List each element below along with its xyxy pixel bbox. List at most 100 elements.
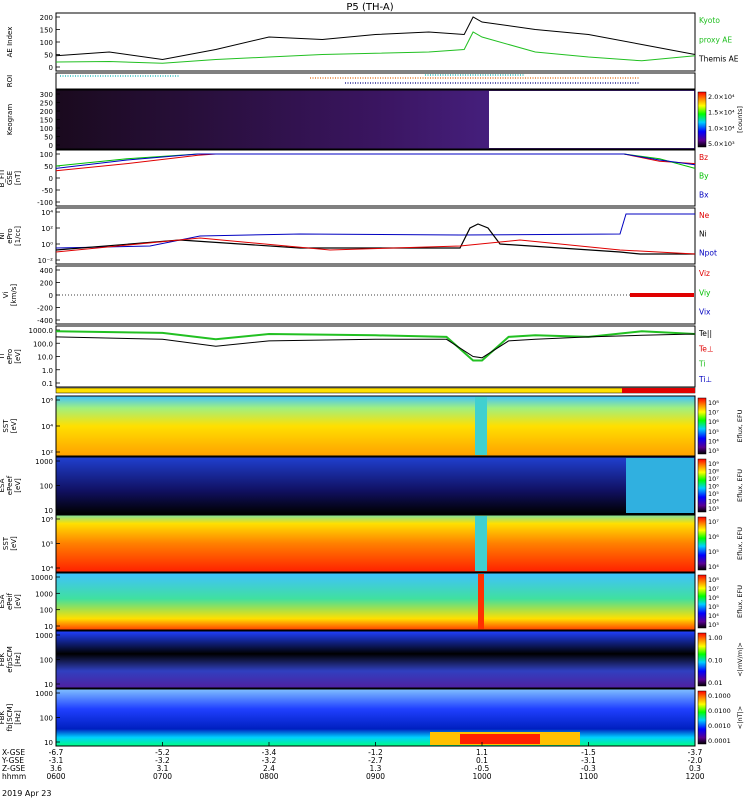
- ytick-label: 10⁴: [41, 565, 53, 573]
- ytick-label: 10⁻²: [38, 257, 54, 265]
- ylabel-ae: AE Index: [6, 27, 14, 58]
- legend-ni-1: Ni: [699, 230, 707, 239]
- ytick-label: 300: [40, 91, 53, 99]
- ylabel-keogram: Keogram: [6, 104, 14, 135]
- ytick-label: 1000: [35, 690, 53, 698]
- colorbar-unit: <|nT|>: [736, 706, 744, 729]
- colorbar-tick: 10⁹: [708, 460, 719, 468]
- ytick-label: 10²: [41, 449, 53, 457]
- xaxis-tick-label: 1000: [472, 772, 491, 781]
- panel-ni: NiePro[1/cc] 10⁴ 10² 10⁰ 10⁻² Ne Ni Npot: [0, 207, 717, 265]
- xaxis-tick-label: 2.4: [263, 764, 275, 773]
- xaxis-tick-label: 0.1: [476, 756, 488, 765]
- colorbar-fbk_e: [697, 632, 707, 687]
- xaxis-tick-label: -5.2: [155, 748, 170, 757]
- colorbar-tick: 5.0×10³: [708, 140, 735, 148]
- xaxis-row-label: X-GSE: [2, 748, 25, 757]
- ylabel-fbk_b: FBKfb[SCM][Hz]: [0, 703, 22, 731]
- xaxis-tick-label: 0800: [259, 772, 278, 781]
- colorbar-sst_i: [697, 516, 707, 571]
- legend-ti-0: Te||: [698, 329, 712, 338]
- ylabel-fbk_e: FBKefpSCM[Hz]: [0, 646, 22, 673]
- ytick-label: 10: [44, 623, 53, 631]
- panel-frame: [55, 265, 696, 325]
- ytick-label: 10000: [31, 574, 53, 582]
- colorbar-unit: [counts]: [736, 106, 744, 133]
- ylabel-sst_i: SST[eV]: [2, 536, 18, 551]
- panel-esa_e: ESAePeef[eV] 1000 100 10 10⁹10⁸10⁷10⁶10⁵10⁴1…: [0, 456, 744, 515]
- ytick-label: 200: [40, 14, 53, 22]
- legend-ti-2: Ti: [698, 360, 705, 369]
- panel-frame: [55, 688, 696, 747]
- x-axis: X-GSEY-GSEZ-GSEhhmm-6.7-3.13.60600-5.2-3…: [1, 742, 705, 781]
- ytick-label: 50: [44, 52, 53, 60]
- keogram-no-data: [489, 91, 694, 148]
- ytick-label: 100: [40, 151, 53, 159]
- legend-bfit-2: Bx: [699, 190, 709, 199]
- colorbar-tick: 0.01: [708, 679, 722, 687]
- colorbar-tick: 10⁸: [708, 576, 719, 584]
- ytick-label: 0: [49, 64, 53, 72]
- ytick-label: 400: [40, 267, 53, 275]
- xaxis-tick-label: -3.4: [262, 748, 277, 757]
- panel-sst_i: SST[eV] 10⁶ 10⁵ 10⁴ 10⁷ 10⁶ 10⁵ 10⁴ Eflux, EFU: [2, 514, 744, 573]
- ytick-label: 10⁰: [41, 241, 53, 249]
- colorbar-tick: 10⁶: [708, 418, 719, 426]
- colorbar-tick: 0.10: [708, 657, 722, 665]
- ytick-label: 10: [44, 681, 53, 689]
- ytick-label: 100: [40, 125, 53, 133]
- series-lines: [55, 16, 696, 362]
- panel-frame: [55, 72, 696, 90]
- colorbar-tick: 1.00: [708, 634, 722, 642]
- series-ae-1: [55, 31, 696, 64]
- esa-e-late-band: [626, 458, 694, 513]
- npot-trace: [55, 213, 695, 249]
- ytick-label: 0: [49, 175, 53, 183]
- colorbar-tick: 10⁵: [708, 603, 719, 611]
- colorbar-tick: 10⁴: [708, 612, 719, 620]
- colorbar-tick: 10⁷: [708, 475, 719, 483]
- xaxis-tick-label: 0900: [366, 772, 385, 781]
- ylabel-esa_e: ESAePeef[eV]: [0, 475, 22, 495]
- legend-ni-2: Npot: [699, 248, 717, 257]
- xaxis-tick-label: 3.6: [50, 764, 62, 773]
- colorbar-keogram: [697, 91, 707, 148]
- series-ae-0: [55, 16, 696, 61]
- panel-sst_e: SST[eV]10⁶10⁴10²10⁸10⁷10⁶10⁵10⁴10³Eflux,…: [2, 395, 744, 457]
- panel-vi: Vi[km/s] 400 200 0 -200 -400 Viz Viy Vix: [2, 265, 711, 325]
- ytick-label: 150: [40, 117, 53, 125]
- ytick-label: -400: [37, 317, 53, 325]
- panel-frame: [55, 12, 696, 72]
- colorbar-tick: 10⁸: [708, 399, 719, 407]
- ytick-label: 100: [40, 657, 53, 665]
- xaxis-tick-label: -1.5: [581, 748, 596, 757]
- ytick-label: -200: [37, 305, 53, 313]
- ytick-label: 50: [44, 163, 53, 171]
- legend-ti-1: Te⊥: [698, 344, 713, 353]
- panel-esa_i: ESAePeif[eV]1000010001001010⁸10⁷10⁶10⁵10…: [0, 572, 744, 631]
- colorbar-tick: 10⁶: [708, 483, 719, 491]
- colorbar-tick: 10⁶: [708, 533, 719, 541]
- colorbar-tick: 10⁴: [708, 437, 719, 445]
- legend-ni-0: Ne: [699, 211, 710, 220]
- xaxis-tick-label: 1200: [685, 772, 704, 781]
- panel-frame: [55, 514, 696, 573]
- ni-trace: [55, 223, 695, 255]
- ne-trace: [55, 237, 696, 255]
- ytick-label: 150: [40, 27, 53, 35]
- ytick-label: 10⁵: [41, 541, 53, 549]
- series-ti-6: [55, 333, 696, 359]
- ytick-label: 100: [40, 39, 53, 47]
- colorbar-tick: 2.0×10⁴: [708, 93, 735, 101]
- xaxis-tick-label: 1.3: [370, 764, 382, 773]
- colorbar-fbk_b: [697, 690, 707, 745]
- xaxis-tick-label: 0600: [46, 772, 65, 781]
- colorbar-tick: 10³: [708, 447, 719, 455]
- colorbar-tick: 10⁶: [708, 594, 719, 602]
- date-label: 2019 Apr 23: [2, 789, 51, 798]
- xaxis-tick-label: 0700: [153, 772, 172, 781]
- xaxis-row-label: Z-GSE: [2, 764, 26, 773]
